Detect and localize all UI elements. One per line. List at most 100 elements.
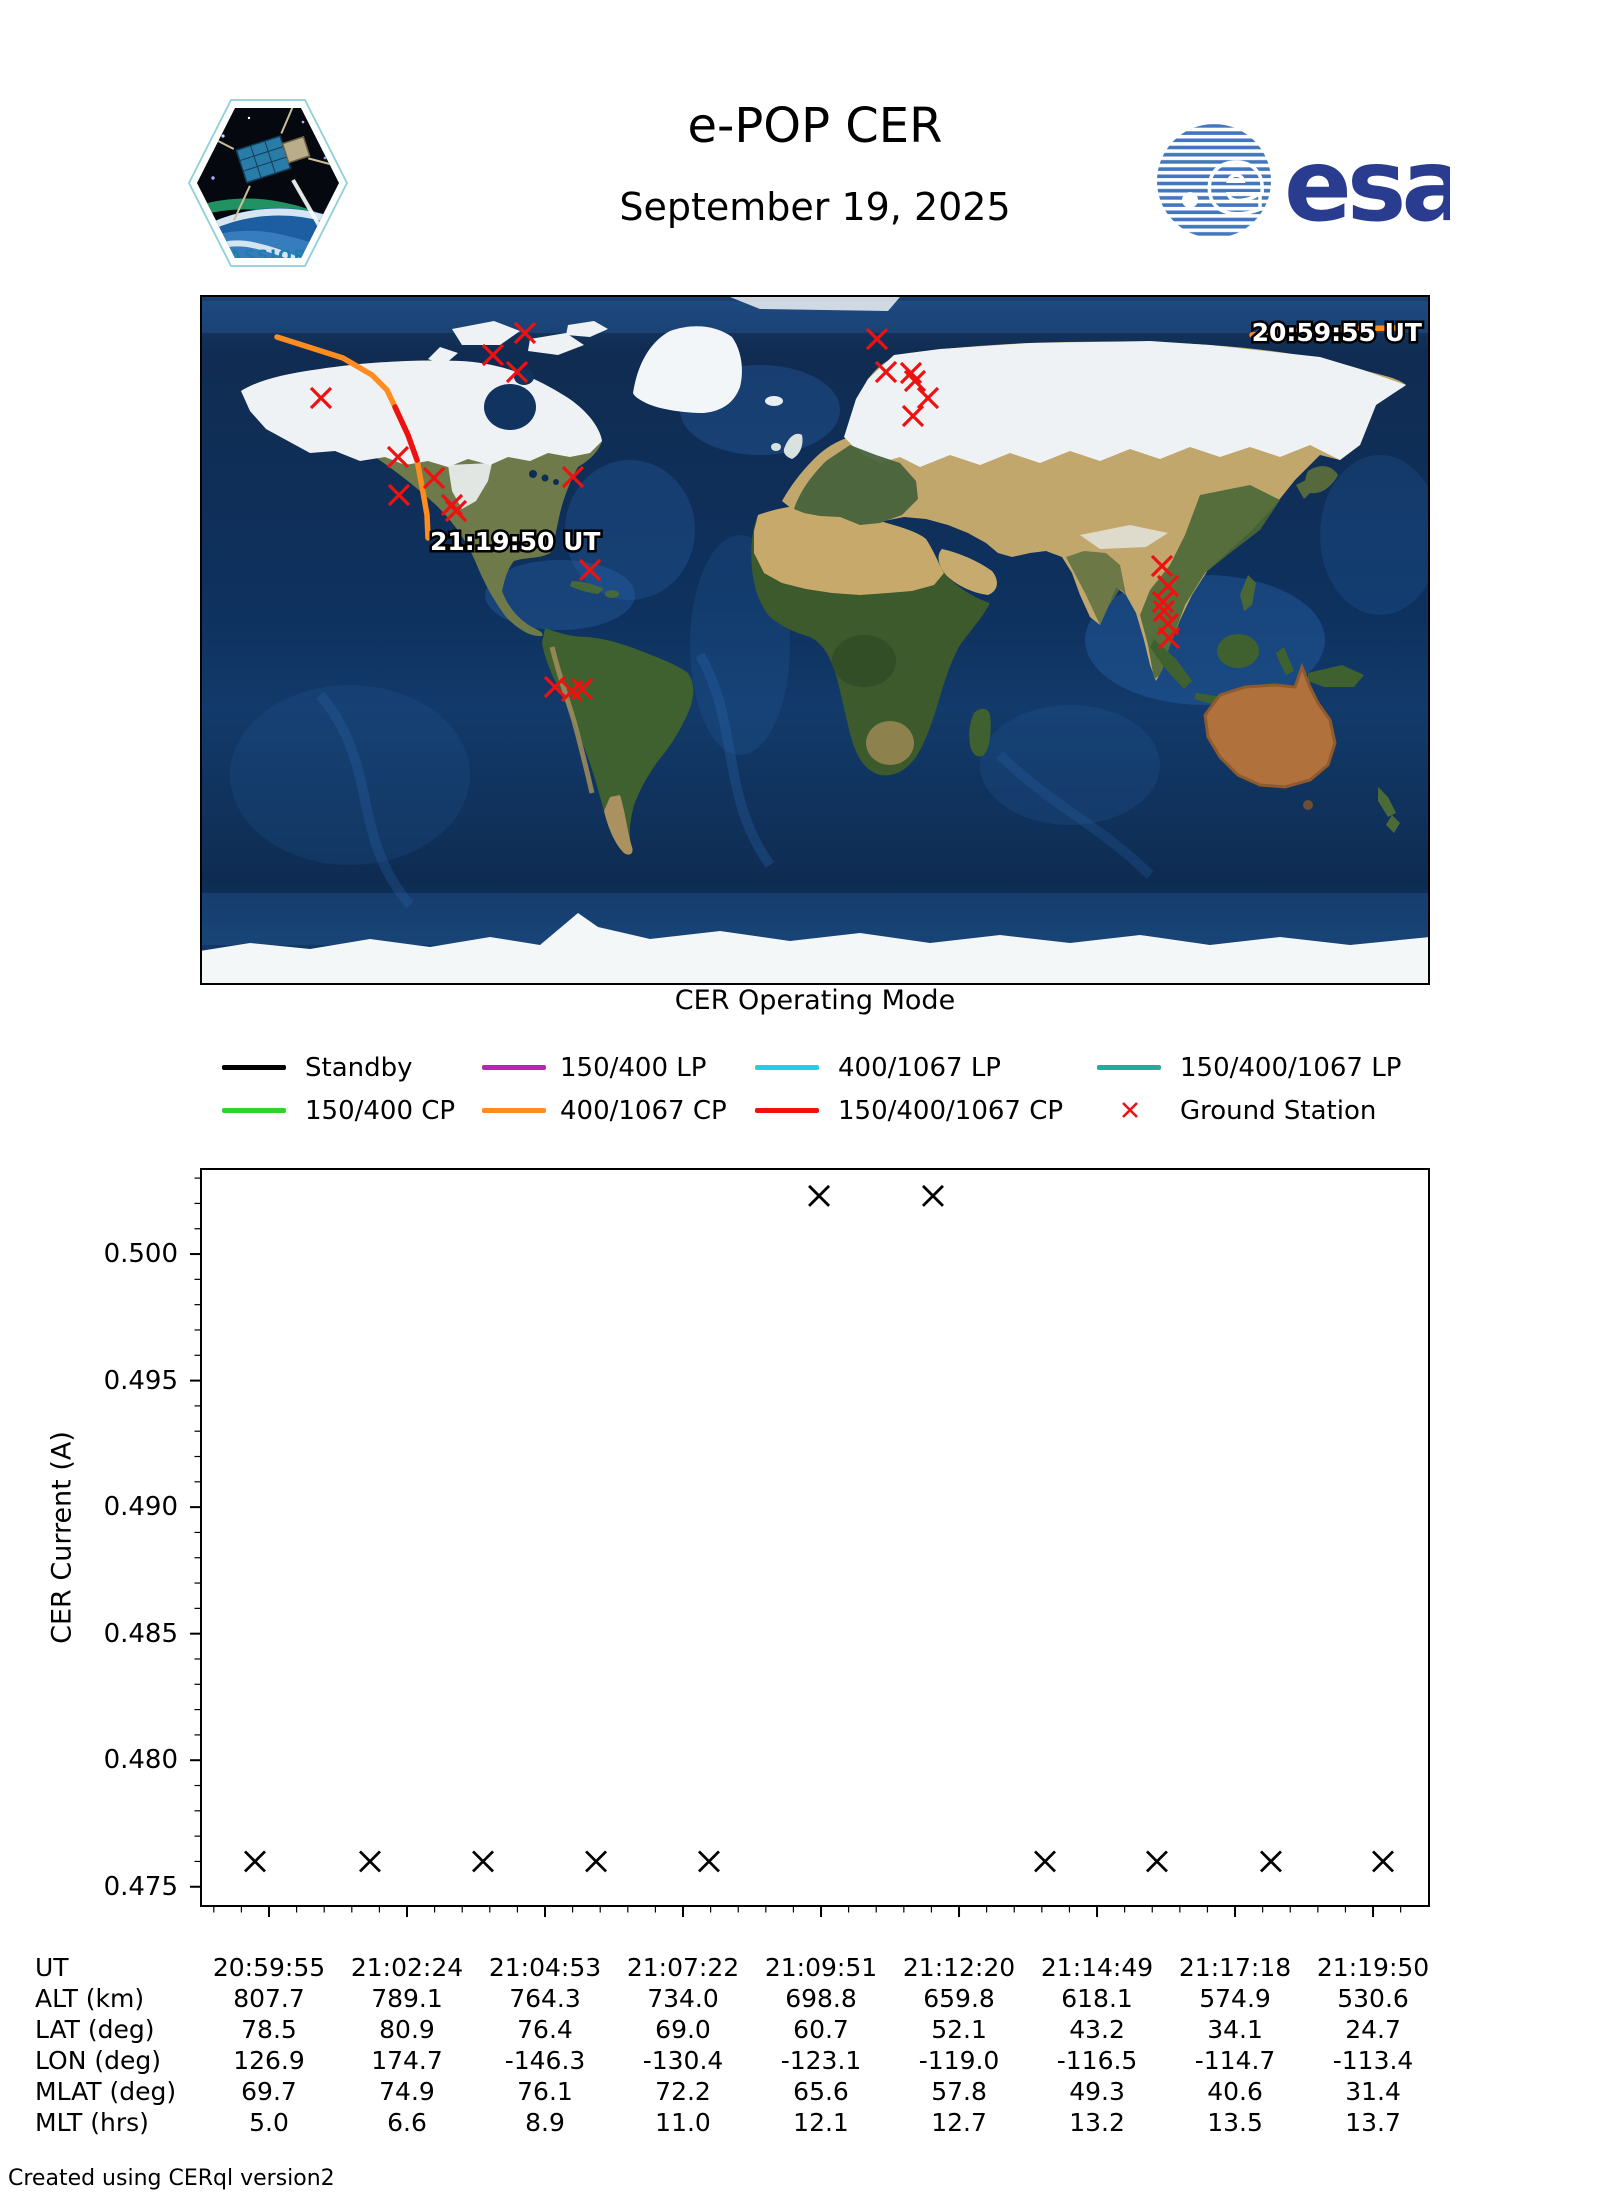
y-tick-label: 0.490	[103, 1492, 178, 1523]
table-cell: 618.1	[1061, 1984, 1133, 2013]
data-point-marker	[358, 1850, 381, 1873]
table-cell: 698.8	[785, 1984, 857, 2013]
table-cell: 8.9	[525, 2108, 565, 2137]
legend-item-label: 150/400/1067 CP	[838, 1096, 1064, 1126]
legend-swatch-150-400-lp	[482, 1065, 546, 1070]
legend-swatch-150-400-cp	[222, 1108, 286, 1113]
svg-text:e: e	[1208, 133, 1265, 231]
legend-item-label: 150/400 CP	[305, 1096, 456, 1126]
australia	[1203, 662, 1337, 789]
ground-station-marker	[561, 465, 585, 489]
continents	[200, 297, 1430, 985]
table-cell: 74.9	[379, 2077, 435, 2106]
table-cell: 76.1	[517, 2077, 573, 2106]
cer-current-plot	[190, 1168, 1430, 1917]
esa-wordmark: esa	[1284, 127, 1450, 244]
legend-swatch-400-1067-lp	[755, 1065, 819, 1070]
ground-station-marker	[1151, 590, 1175, 614]
table-cell: 21:14:49	[1040, 1953, 1154, 1982]
ground-station-marker	[543, 675, 567, 699]
y-tick-label: 0.485	[103, 1618, 178, 1649]
y-tick-label: 0.500	[103, 1239, 178, 1270]
world-map: 20:59:55 UT 21:19:50 UT	[200, 295, 1430, 985]
table-cell: 13.7	[1345, 2108, 1401, 2137]
table-cell: 21:12:20	[902, 1953, 1016, 1982]
table-row-label: UT	[35, 1953, 69, 1982]
table-cell: 574.9	[1199, 1984, 1271, 2013]
data-point-marker	[808, 1184, 831, 1207]
table-cell: -116.5	[1056, 2046, 1138, 2075]
data-point-marker	[697, 1850, 720, 1873]
legend-item-label: 400/1067 LP	[838, 1053, 1001, 1083]
plot-frame	[200, 1168, 1430, 1907]
ground-station-marker	[444, 499, 468, 523]
ground-station-marker	[578, 558, 602, 582]
table-cell: 530.6	[1337, 1984, 1409, 2013]
footer-credit: Created using CERql version2	[8, 2166, 335, 2191]
ground-station-marker	[874, 360, 898, 384]
table-cell: 789.1	[371, 1984, 443, 2013]
table-cell: -146.3	[504, 2046, 586, 2075]
table-row-label: MLAT (deg)	[35, 2077, 177, 2106]
table-cell: 6.6	[387, 2108, 427, 2137]
table-cell: 126.9	[233, 2046, 305, 2075]
table-cell: 734.0	[647, 1984, 719, 2013]
table-cell: 49.3	[1069, 2077, 1125, 2106]
ground-stations	[309, 321, 1181, 703]
y-axis-label: CER Current (A)	[46, 1431, 78, 1644]
table-cell: 31.4	[1345, 2077, 1401, 2106]
table-cell: 69.0	[655, 2015, 711, 2044]
legend-swatch-400-1067-cp	[482, 1108, 546, 1113]
table-cell: -113.4	[1332, 2046, 1414, 2075]
esa-logo-icon: e esa	[1157, 124, 1450, 244]
data-point-marker	[1259, 1850, 1282, 1873]
ground-station-marker	[901, 404, 925, 428]
table-cell: 21:19:50	[1316, 1953, 1430, 1982]
table-cell: -119.0	[918, 2046, 1000, 2075]
legend-swatch-150-400-1067-cp	[755, 1108, 819, 1113]
table-cell: -114.7	[1194, 2046, 1276, 2075]
ground-station-marker	[1152, 599, 1176, 623]
table-cell: 13.2	[1069, 2108, 1125, 2137]
ground-station-marker	[865, 327, 889, 351]
esa-logo: e esa	[1150, 108, 1450, 253]
ground-station-marker	[1150, 554, 1174, 578]
table-cell: 11.0	[655, 2108, 711, 2137]
table-cell: -130.4	[642, 2046, 724, 2075]
data-point-marker	[1034, 1850, 1056, 1873]
patch-title: CASSIOPE	[216, 246, 321, 265]
ground-station-marker	[505, 360, 529, 384]
table-cell: 21:17:18	[1178, 1953, 1292, 1982]
y-tick-label: 0.480	[103, 1745, 178, 1776]
table-cell: 76.4	[517, 2015, 573, 2044]
world-map-image: 20:59:55 UT 21:19:50 UT	[200, 295, 1430, 985]
legend-item-label: 150/400/1067 LP	[1180, 1053, 1402, 1083]
table-cell: 659.8	[923, 1984, 995, 2013]
data-point-marker	[243, 1850, 266, 1873]
table-cell: 78.5	[241, 2015, 297, 2044]
table-cell: -123.1	[780, 2046, 862, 2075]
legend-swatch-150-400-1067-lp	[1097, 1065, 1161, 1070]
table-cell: 5.0	[249, 2108, 289, 2137]
table-row-label: LON (deg)	[35, 2046, 161, 2075]
ground-station-marker	[903, 369, 927, 393]
ground-station-marker	[570, 677, 594, 701]
table-cell: 43.2	[1069, 2015, 1125, 2044]
data-point-marker	[472, 1850, 495, 1873]
legend-item-label: 400/1067 CP	[560, 1096, 727, 1126]
ground-station-marker	[386, 445, 410, 469]
table-cell: 764.3	[509, 1984, 581, 2013]
ground-station-marker	[387, 483, 411, 507]
table-cell: 21:02:24	[350, 1953, 464, 1982]
table-row-label: LAT (deg)	[35, 2015, 155, 2044]
table-cell: 69.7	[241, 2077, 297, 2106]
ground-station-marker	[1156, 574, 1180, 598]
data-point-marker	[1372, 1850, 1395, 1873]
legend-swatch-standby	[222, 1065, 286, 1070]
data-point-marker	[585, 1850, 608, 1873]
ground-track-active-segment	[392, 404, 420, 463]
table-cell: 72.2	[655, 2077, 711, 2106]
table-cell: 24.7	[1345, 2015, 1401, 2044]
table-cell: 174.7	[371, 2046, 443, 2075]
